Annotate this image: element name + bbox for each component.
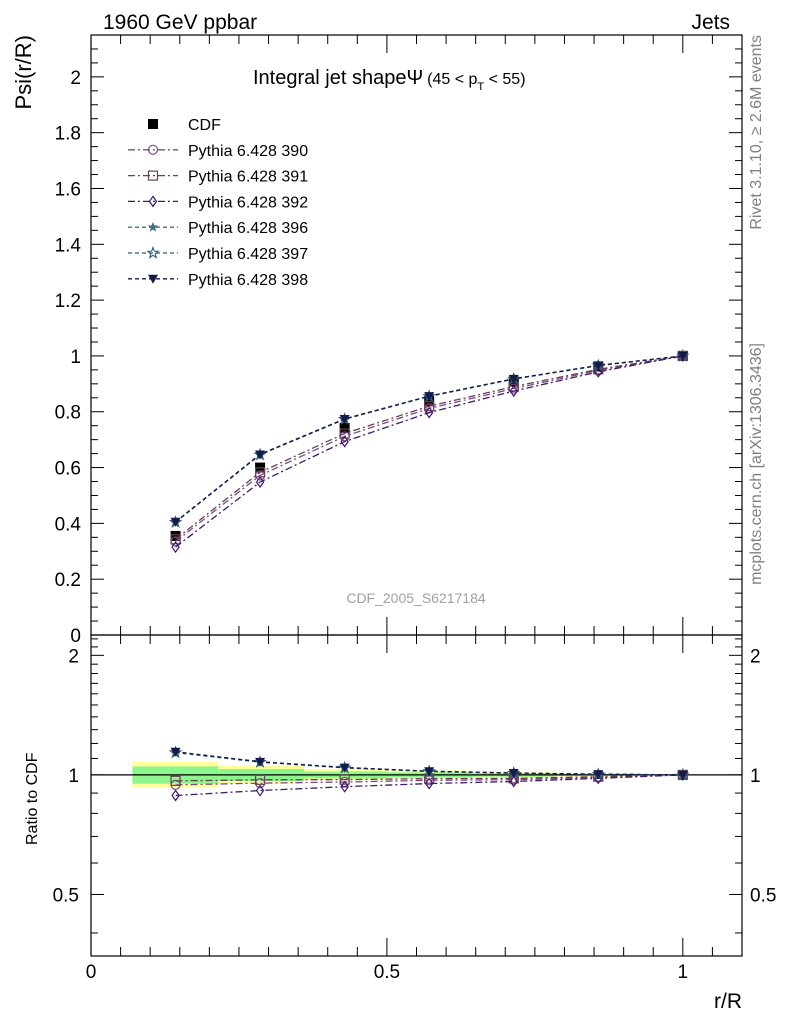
legend-label-cdf: CDF: [188, 117, 221, 134]
series-point-3: [340, 435, 349, 448]
ratio-y-tick-label: 2: [68, 646, 79, 667]
ratio-point-2: [254, 774, 266, 785]
main-panel: 0 0.2 0.4 0.6 0.8 1 1.2 1.4 1.6 1.8 2: [55, 34, 743, 647]
mcplots-label: mcplots.cern.ch [arXiv:1306.3436]: [748, 343, 765, 585]
ratio-y-tick-label: 1: [68, 766, 79, 787]
series-line-3: [175, 355, 683, 548]
series-point-2: [424, 401, 435, 412]
series-line-6: [175, 355, 683, 523]
series-point-6: [508, 374, 519, 384]
ratio-point-3: [509, 775, 518, 788]
y-tick-label: 0.2: [55, 570, 81, 591]
ratio-point-6: [677, 770, 688, 780]
ratio-y-axis-label: Ratio to CDF: [24, 752, 41, 845]
ratio-point-3: [171, 789, 180, 802]
series-point-6: [339, 415, 350, 424]
ratio-y-tick-label-right: 0.5: [750, 885, 776, 906]
title-main: Integral jet shape: [253, 67, 406, 89]
series-point-6: [170, 517, 181, 527]
series-line-1: [175, 355, 683, 543]
title-symbol: Ψ: [406, 67, 423, 89]
legend-label-4: Pythia 6.428 396: [188, 220, 308, 237]
series-point-3: [171, 541, 180, 554]
legend-marker-6: [148, 274, 158, 284]
legend: CDF Pythia 6.428 390 Pythia 6.428 391 Pythi…: [128, 117, 308, 289]
series-point-6: [255, 450, 266, 460]
y-tick-label: 1.8: [55, 124, 81, 145]
series-point-3: [255, 476, 265, 489]
ratio-point-6: [339, 763, 350, 773]
y-tick-label: 1.6: [55, 179, 81, 200]
rivet-label: Rivet 3.1.10, ≥ 2.6M events: [748, 35, 765, 230]
ratio-y-tick-label: 0.5: [53, 885, 79, 906]
legend-label-5: Pythia 6.428 397: [188, 246, 308, 263]
series-line-5: [175, 355, 683, 523]
y-tick-label: 1.2: [55, 291, 81, 312]
legend-label-3: Pythia 6.428 392: [188, 194, 308, 211]
ratio-point-3: [255, 784, 265, 797]
ratio-point-6: [508, 769, 519, 779]
series-line-4: [175, 355, 683, 523]
ratio-point-6: [170, 747, 181, 757]
ratio-y-tick-label-right: 1: [750, 766, 761, 787]
x-tick-label: 0: [86, 962, 97, 983]
y-tick-label: 0.4: [55, 514, 82, 535]
ratio-point-2: [339, 774, 350, 785]
x-tick-label: 1: [678, 962, 689, 983]
ratio-y-tick-label-right: 2: [750, 646, 761, 667]
series-line-2: [175, 355, 683, 540]
y-tick-label: 1: [70, 347, 81, 368]
ratio-point-2: [170, 775, 181, 786]
legend-label-2: Pythia 6.428 391: [188, 169, 308, 186]
y-tick-label: 0: [70, 626, 81, 647]
legend-marker-2: [147, 170, 159, 181]
data-point-cdf: [339, 422, 350, 433]
title-range-open: (45 < p: [427, 71, 477, 88]
ratio-point-6: [424, 767, 435, 777]
series-point-6: [593, 361, 604, 371]
x-axis-label: r/R: [714, 990, 742, 1013]
series-point-2: [170, 534, 181, 545]
legend-label-6: Pythia 6.428 398: [188, 272, 308, 289]
title-range-close: < 55): [484, 71, 525, 88]
legend-marker-1: [147, 144, 159, 155]
y-tick-label: 1.4: [55, 235, 82, 256]
title-range-sub: T: [477, 81, 484, 93]
ratio-frame: [90, 634, 743, 957]
series-point-2: [339, 428, 350, 439]
series-point-3: [509, 385, 518, 398]
y-tick-label: 0.8: [55, 403, 81, 424]
legend-marker-3: [148, 195, 158, 208]
data-point-cdf: [170, 530, 181, 541]
analysis-watermark: CDF_2005_S6217184: [346, 590, 486, 606]
y-tick-label: 2: [70, 68, 81, 89]
legend-label-1: Pythia 6.428 390: [188, 143, 308, 160]
y-axis-label: Psi(r/R): [11, 35, 36, 110]
x-tick-label: 0.5: [374, 962, 400, 983]
y-tick-label: 0.6: [55, 459, 81, 480]
legend-marker-4: [147, 221, 159, 232]
series-point-3: [424, 406, 434, 419]
header-left: 1960 GeV ppbar: [103, 11, 257, 34]
legend-marker-5: [146, 245, 160, 259]
chart-title: Integral jet shapeΨ (45 < pT < 55): [253, 67, 526, 93]
series-point-6: [424, 392, 435, 402]
ratio-point-3: [340, 780, 349, 793]
legend-marker-cdf: [148, 119, 158, 129]
ratio-point-6: [593, 770, 604, 780]
ratio-panel: 0 0.5 1 0.5 0.5 1 1 2 2: [53, 634, 776, 983]
header-right: Jets: [691, 11, 730, 34]
ratio-point-3: [424, 777, 434, 790]
series-point-6: [677, 351, 688, 361]
ratio-point-6: [255, 757, 266, 767]
